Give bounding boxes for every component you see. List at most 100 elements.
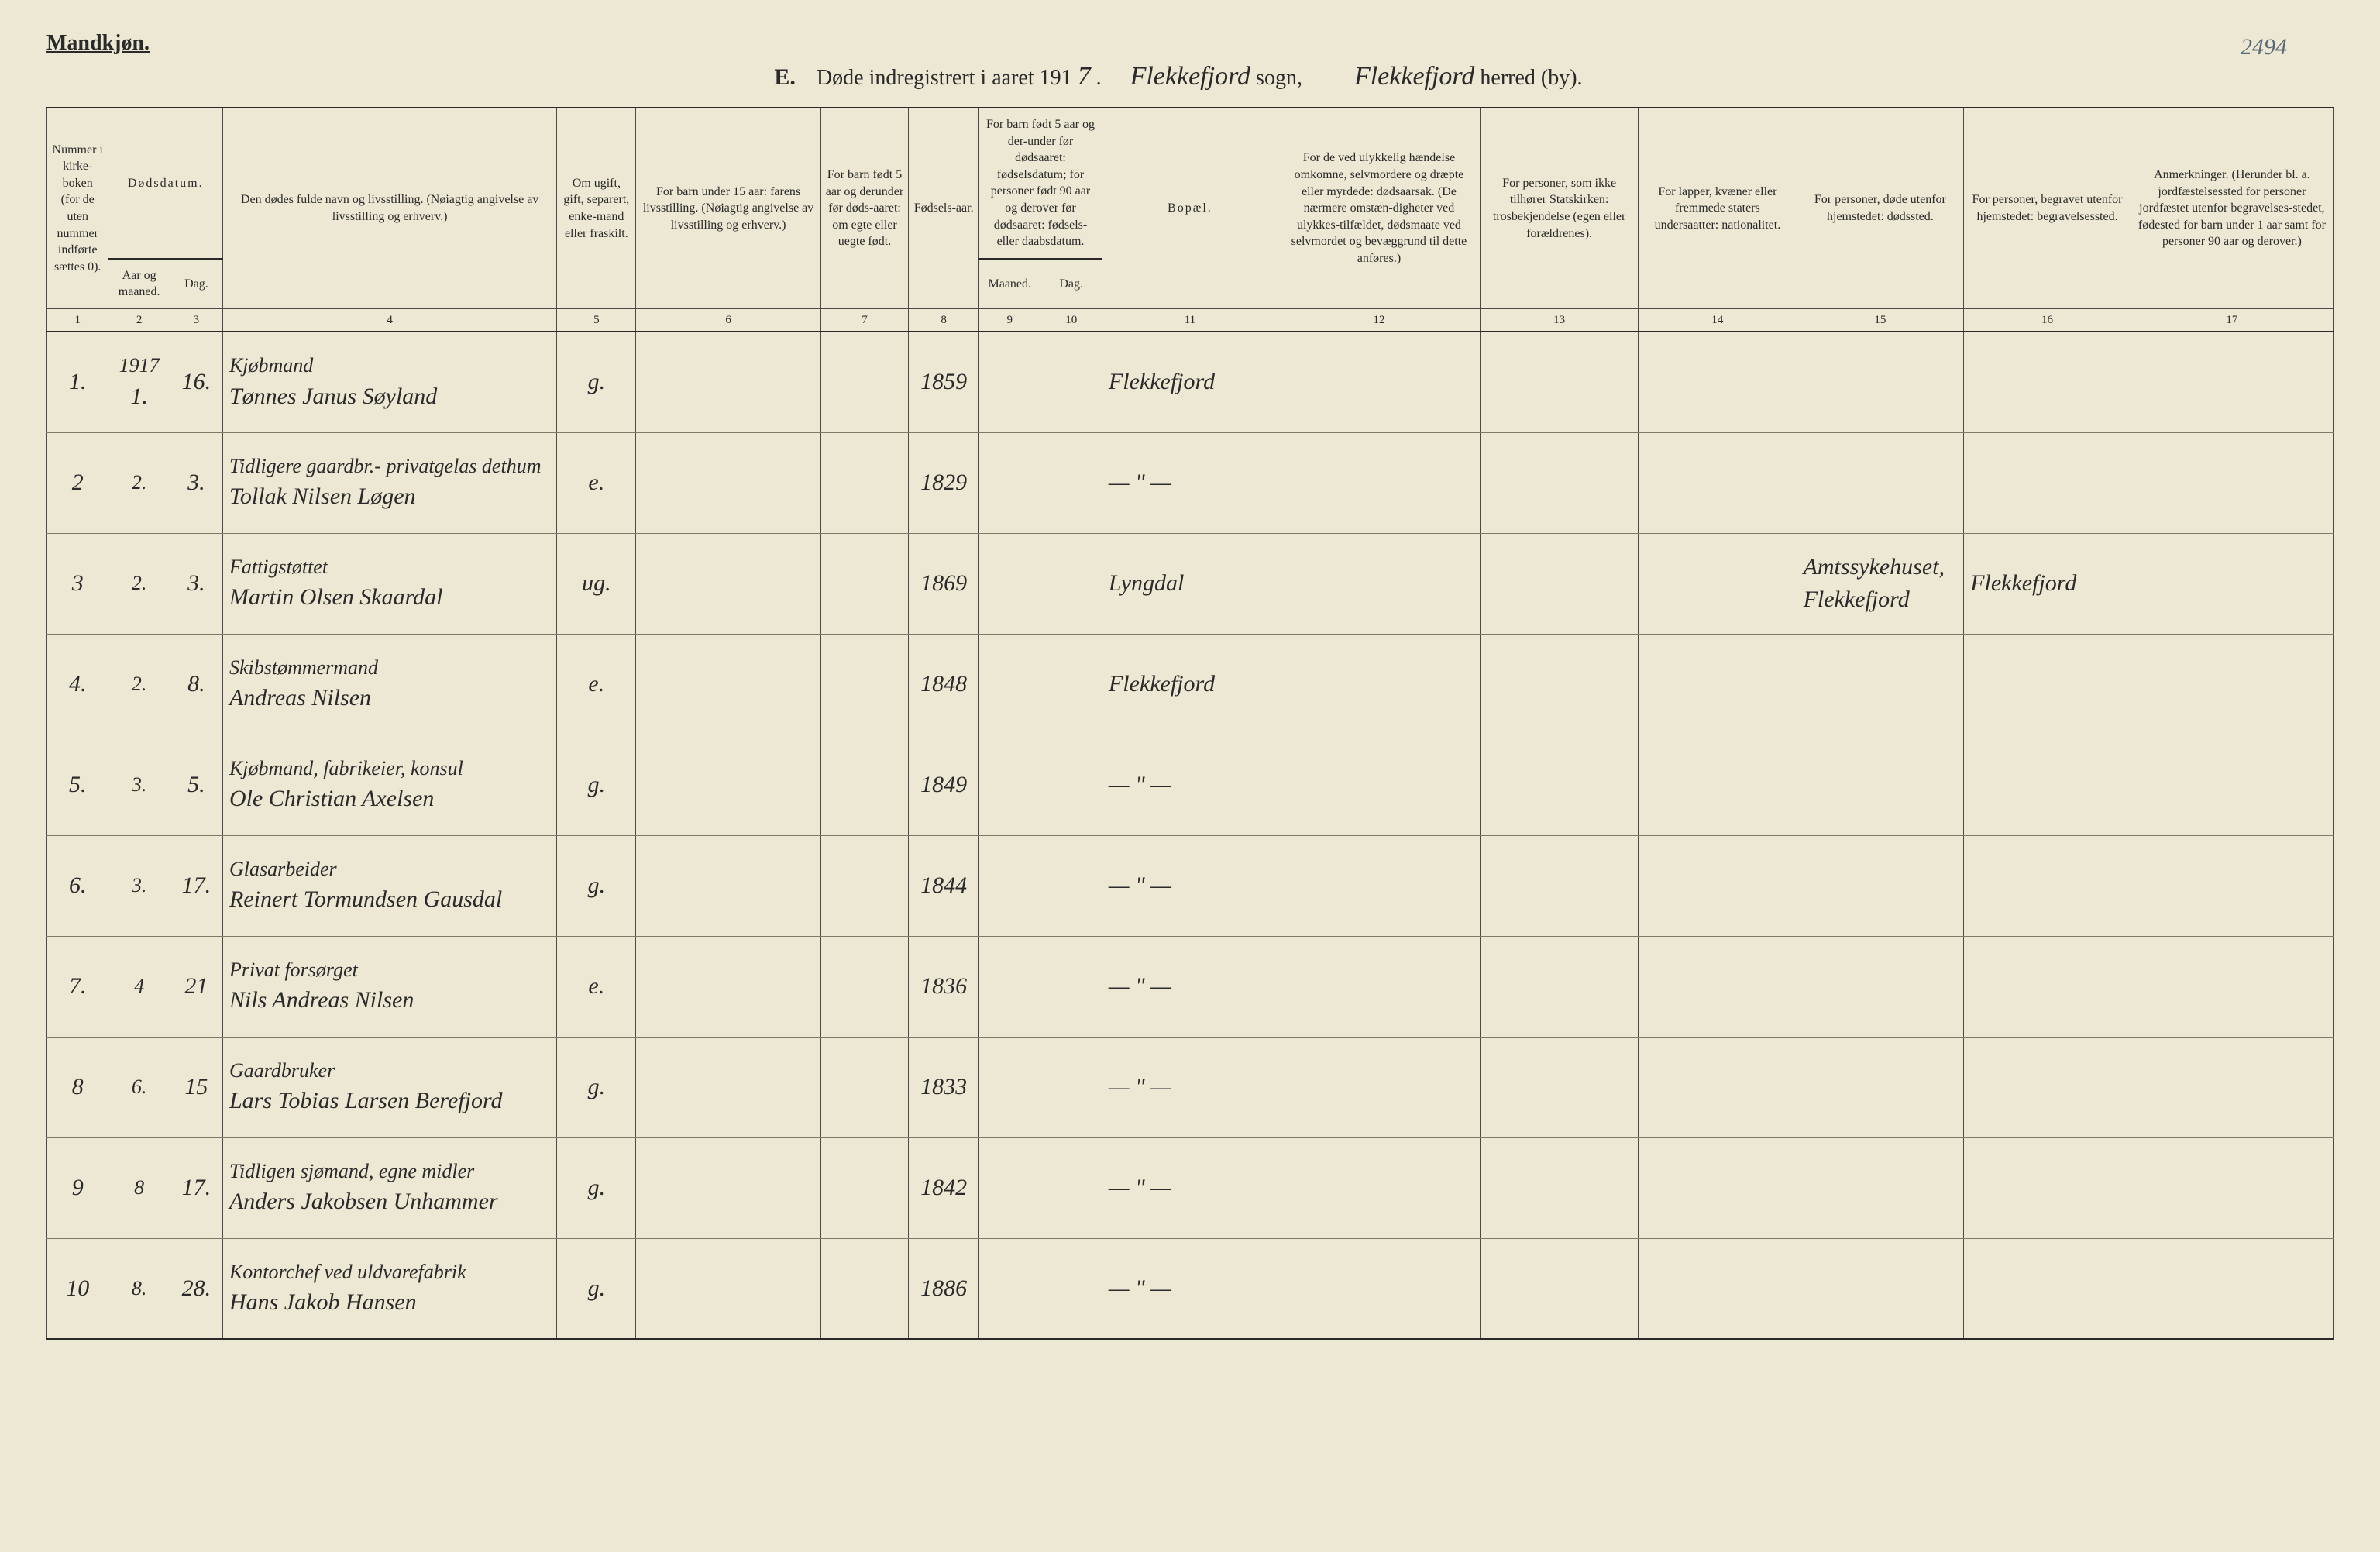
- residence: — " —: [1102, 735, 1278, 835]
- birth-month: [979, 735, 1040, 835]
- colnum: 1: [47, 308, 108, 332]
- confession: [1480, 432, 1638, 533]
- table-row: 32. 3.Fattigstøttet Martin Olsen Skaarda…: [47, 533, 2334, 634]
- marital-status: e.: [557, 634, 636, 735]
- birth-month: [979, 332, 1040, 432]
- father-occupation: [636, 432, 820, 533]
- name-occupation: Tidligere gaardbr.- privatgelas dethum T…: [222, 432, 556, 533]
- father-occupation: [636, 634, 820, 735]
- col-header-16: For personer, begravet utenfor hjemstede…: [1964, 108, 2131, 308]
- name-occupation-line: Tønnes Janus Søyland: [229, 384, 437, 409]
- birth-day: [1040, 1238, 1102, 1339]
- name-occupation-line: Glasarbeider: [229, 855, 550, 883]
- name-occupation-line: Ole Christian Axelsen: [229, 786, 434, 811]
- col-header-3: Dag.: [170, 259, 222, 309]
- cause: [1278, 1037, 1480, 1137]
- residence: — " —: [1102, 432, 1278, 533]
- death-month-line: 2.: [115, 670, 163, 698]
- colnum: 16: [1964, 308, 2131, 332]
- colnum: 15: [1797, 308, 1964, 332]
- row-number: 10: [47, 1238, 108, 1339]
- name-occupation-line: Nils Andreas Nilsen: [229, 987, 414, 1013]
- nationality: [1639, 936, 1797, 1037]
- death-day: 21: [170, 936, 222, 1037]
- table-row: 6.3. 17.Glasarbeider Reinert Tormundsen …: [47, 835, 2334, 936]
- remarks: [2131, 533, 2333, 634]
- legitimacy: [820, 1238, 909, 1339]
- col-header-2-top: Dødsdatum.: [108, 108, 223, 259]
- father-occupation: [636, 1238, 820, 1339]
- cause: [1278, 432, 1480, 533]
- name-occupation-line: Gaardbruker: [229, 1057, 550, 1085]
- sogn-name: Flekkefjord: [1130, 62, 1250, 91]
- name-occupation-line: Martin Olsen Skaardal: [229, 584, 443, 610]
- nationality: [1639, 634, 1797, 735]
- residence: — " —: [1102, 1037, 1278, 1137]
- father-occupation: [636, 533, 820, 634]
- marital-status: g.: [557, 1037, 636, 1137]
- death-month: 4: [108, 936, 170, 1037]
- table-row: 7.4 21Privat forsørget Nils Andreas Nils…: [47, 936, 2334, 1037]
- sogn-label: sogn,: [1256, 66, 1302, 90]
- burial-place: [1964, 936, 2131, 1037]
- col-header-1: Nummer i kirke-boken (for de uten nummer…: [47, 108, 108, 308]
- name-occupation-line: Hans Jakob Hansen: [229, 1289, 417, 1315]
- table-row: 98 17.Tidligen sjømand, egne midler Ande…: [47, 1137, 2334, 1238]
- col-header-9: Maaned.: [979, 259, 1040, 309]
- row-number: 6.: [47, 835, 108, 936]
- name-occupation: Kjøbmand Tønnes Janus Søyland: [222, 332, 556, 432]
- burial-place: [1964, 432, 2131, 533]
- death-month: 1917 1.: [108, 332, 170, 432]
- birth-year: 1836: [909, 936, 979, 1037]
- father-occupation: [636, 735, 820, 835]
- burial-place: [1964, 1037, 2131, 1137]
- confession: [1480, 936, 1638, 1037]
- col-header-14: For lapper, kvæner eller fremmede stater…: [1639, 108, 1797, 308]
- birth-day: [1040, 533, 1102, 634]
- colnum: 8: [909, 308, 979, 332]
- col-header-9-10-top: For barn født 5 aar og der-under før død…: [979, 108, 1102, 259]
- death-day: 17.: [170, 1137, 222, 1238]
- birth-month: [979, 835, 1040, 936]
- row-number: 1.: [47, 332, 108, 432]
- death-day: 16.: [170, 332, 222, 432]
- burial-place: [1964, 835, 2131, 936]
- birth-day: [1040, 432, 1102, 533]
- herred-name: Flekkefjord: [1354, 62, 1474, 91]
- year-suffix: 7: [1078, 62, 1091, 91]
- birth-day: [1040, 1137, 1102, 1238]
- birth-month: [979, 1137, 1040, 1238]
- father-occupation: [636, 835, 820, 936]
- birth-year: 1859: [909, 332, 979, 432]
- death-register-table: Nummer i kirke-boken (for de uten nummer…: [46, 107, 2334, 1340]
- birth-day: [1040, 936, 1102, 1037]
- col-header-10: Dag.: [1040, 259, 1102, 309]
- death-place: [1797, 735, 1964, 835]
- marital-status: g.: [557, 735, 636, 835]
- birth-year: 1849: [909, 735, 979, 835]
- name-occupation: Gaardbruker Lars Tobias Larsen Berefjord: [222, 1037, 556, 1137]
- colnum: 3: [170, 308, 222, 332]
- table-row: 86. 15Gaardbruker Lars Tobias Larsen Ber…: [47, 1037, 2334, 1137]
- father-occupation: [636, 332, 820, 432]
- table-body: 1.1917 1.16.Kjøbmand Tønnes Janus Søylan…: [47, 332, 2334, 1339]
- name-occupation-line: Lars Tobias Larsen Berefjord: [229, 1088, 503, 1113]
- death-month: 2.: [108, 432, 170, 533]
- nationality: [1639, 332, 1797, 432]
- father-occupation: [636, 936, 820, 1037]
- remarks: [2131, 1238, 2333, 1339]
- name-occupation-line: Privat forsørget: [229, 956, 550, 984]
- col-header-4: Den dødes fulde navn og livsstilling. (N…: [222, 108, 556, 308]
- nationality: [1639, 533, 1797, 634]
- colnum: 11: [1102, 308, 1278, 332]
- legitimacy: [820, 432, 909, 533]
- table-row: 1.1917 1.16.Kjøbmand Tønnes Janus Søylan…: [47, 332, 2334, 432]
- col-header-2: Aar og maaned.: [108, 259, 170, 309]
- birth-month: [979, 634, 1040, 735]
- father-occupation: [636, 1037, 820, 1137]
- birth-day: [1040, 1037, 1102, 1137]
- col-header-12: For de ved ulykkelig hændelse omkomne, s…: [1278, 108, 1480, 308]
- burial-place: [1964, 1137, 2131, 1238]
- marital-status: e.: [557, 936, 636, 1037]
- colnum: 13: [1480, 308, 1638, 332]
